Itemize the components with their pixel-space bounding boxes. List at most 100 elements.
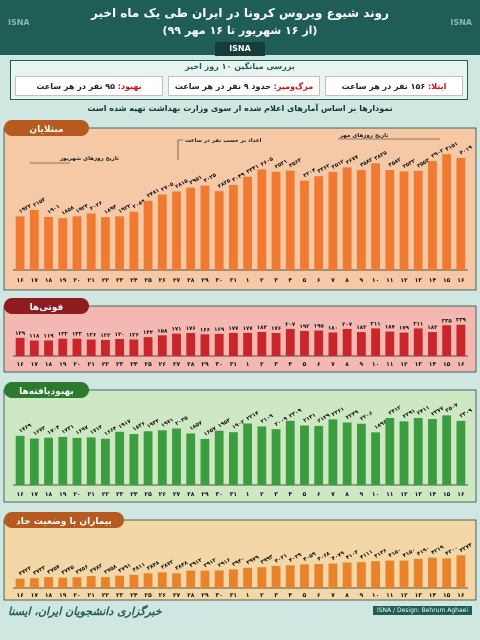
day-tick-label: ۱۳ [415, 491, 423, 498]
average-box-title: بررسی میانگین ۱۰ روز اخیر [185, 62, 295, 71]
bar [456, 157, 466, 270]
data-label: ۱۸۹۶ [374, 419, 389, 431]
day-tick-label: ۱۵ [443, 361, 451, 368]
day-tick-label: ۱۶ [16, 592, 24, 599]
annotation-per-hour-pointer [177, 139, 183, 160]
data-label: ۱۵۸ [157, 328, 168, 334]
data-label: ۱۸۳۶ [132, 421, 147, 433]
bar [314, 330, 324, 356]
day-tick-label: ۲۰ [73, 277, 80, 284]
day-tick-label: ۱۹ [59, 361, 67, 368]
bar [356, 562, 366, 588]
data-label: ۲۴۸۱ [146, 188, 161, 200]
isna-logo-left: ISNA [8, 18, 30, 27]
day-tick-label: ۲۹ [201, 277, 209, 284]
chart-title-bg-1 [4, 298, 89, 314]
bar [428, 557, 437, 588]
day-tick-label: ۲۲ [102, 277, 110, 284]
day-tick-label: ۱۴ [429, 491, 437, 498]
chart-title-bg-2 [4, 382, 89, 398]
bar [186, 570, 196, 588]
day-tick-label: ۱۴ [429, 592, 437, 599]
bar [371, 561, 380, 588]
stat-deaths-label: مرگ‌ومیر: [273, 82, 314, 91]
day-tick-label: ۲۰ [73, 361, 80, 368]
bar [243, 176, 253, 270]
bar [115, 575, 125, 588]
day-tick-label: ۱۵ [443, 592, 451, 599]
bar [129, 574, 139, 588]
day-tick-label: ۸ [345, 592, 349, 599]
day-tick-label: ۲۱ [88, 491, 95, 498]
bar [143, 337, 153, 356]
day-tick-label: ۲۵ [144, 491, 152, 498]
data-label: ۲۰۷ [285, 322, 296, 328]
chart-title-3: بیماران با وضعیت حاد [16, 517, 112, 527]
day-tick-label: ۲۳ [116, 361, 124, 368]
day-tick-label: ۱۶ [457, 592, 465, 599]
data-label: ۲۲۹۱ [402, 408, 417, 420]
title-box: روند شیوع ویروس کرونا در ایران طی یک ماه… [90, 0, 390, 46]
data-label: ۱۷۶ [186, 326, 196, 332]
bar [456, 420, 466, 485]
bar [29, 209, 39, 270]
bar [442, 415, 452, 485]
data-label: ۱۷۳۱ [61, 424, 76, 436]
day-tick-label: ۲۳ [116, 277, 124, 284]
day-tick-label: ۱۶ [16, 491, 24, 498]
bar [385, 560, 395, 588]
bar [413, 418, 423, 485]
data-label: ۳۷۹۱ [118, 563, 133, 575]
bar [399, 560, 409, 588]
bar [72, 577, 82, 588]
day-tick-label: ۲۷ [173, 491, 181, 498]
day-tick-label: ۳۱ [230, 277, 237, 284]
bar [44, 577, 53, 588]
day-tick-label: ۶ [317, 491, 321, 498]
day-tick-label: ۷ [331, 361, 335, 368]
bar [143, 200, 153, 270]
stat-infected: ابتلا: ۱۵۶ نفر در هر ساعت [325, 76, 463, 96]
data-label: ۱۹۰۱ [47, 204, 62, 216]
bar [15, 337, 25, 356]
data-label: ۱۹۵ [314, 324, 325, 330]
stat-deaths: مرگ‌ومیر: حدود ۹ نفر در هر ساعت [168, 76, 320, 96]
annotation-mehr: تاریخ روزهای مهر [339, 133, 388, 139]
bar [271, 171, 281, 270]
bar [342, 562, 352, 588]
bar [442, 325, 452, 356]
bar [44, 340, 53, 356]
bar [44, 216, 53, 270]
bar [86, 339, 96, 356]
day-tick-label: ۱۴ [429, 361, 437, 368]
day-tick-label: ۵ [303, 592, 307, 599]
day-tick-label: ۲۴ [130, 361, 138, 368]
data-label: ۱۲۶ [86, 333, 96, 339]
bar [328, 171, 338, 270]
bar [456, 324, 466, 356]
day-tick-label: ۱۶ [16, 361, 24, 368]
data-label: ۴۱۵۰ [402, 547, 417, 559]
day-tick-label: ۱۸ [45, 592, 53, 599]
day-tick-label: ۱۱ [386, 277, 393, 284]
day-tick-label: ۹ [360, 361, 364, 368]
stat-recovered: بهبود: ۹۵ نفر در هر ساعت [15, 76, 163, 96]
day-tick-label: ۳۱ [230, 491, 237, 498]
bar [101, 217, 110, 270]
day-tick-label: ۹ [360, 592, 364, 599]
bar [157, 335, 167, 356]
day-tick-label: ۱۹ [59, 592, 67, 599]
day-tick-label: ۲ [260, 592, 264, 599]
day-tick-label: ۲۸ [187, 361, 195, 368]
bar [399, 171, 409, 270]
data-label: ۲۳۵ [442, 318, 453, 324]
data-label: ۳۹۴۰ [231, 556, 246, 568]
day-tick-label: ۱۷ [31, 361, 39, 368]
bar [314, 176, 324, 270]
bar [356, 423, 366, 485]
day-tick-label: ۳۰ [216, 277, 223, 284]
day-tick-label: ۲۶ [159, 491, 167, 498]
data-label: ۲۲۰۶ [359, 411, 374, 423]
chart-title-bg-3 [4, 512, 124, 528]
